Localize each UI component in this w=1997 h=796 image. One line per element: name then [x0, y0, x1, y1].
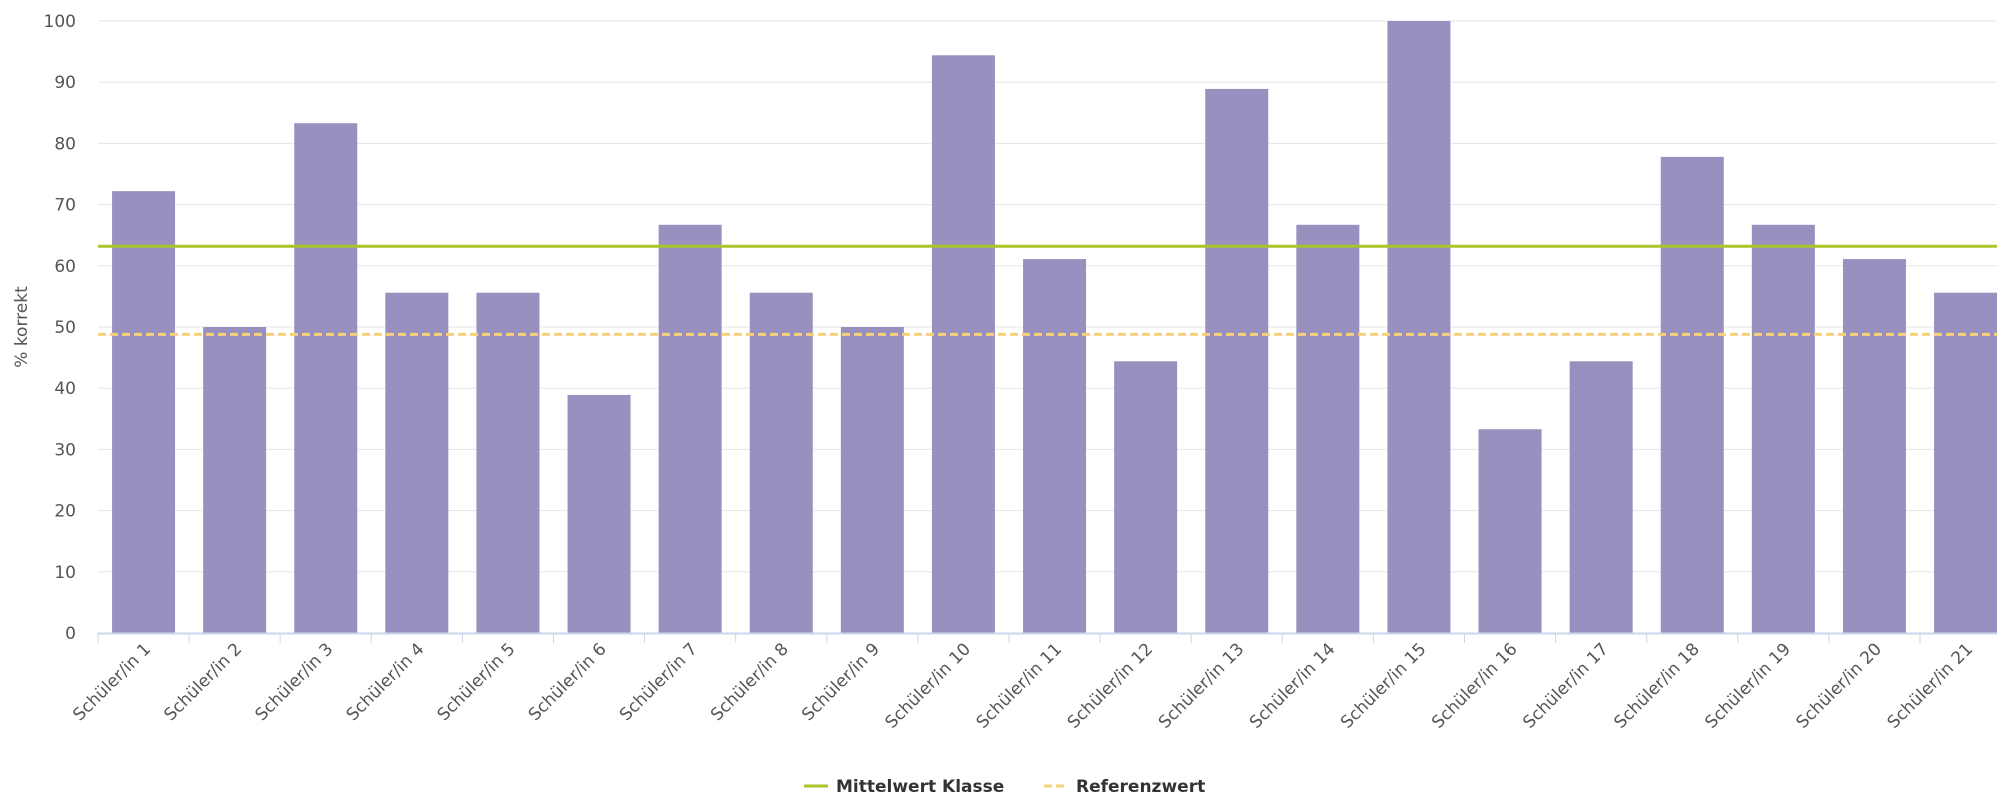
- bar: [749, 292, 813, 633]
- legend-label[interactable]: Mittelwert Klasse: [836, 777, 1004, 796]
- y-tick-label: 40: [54, 379, 76, 399]
- bar: [1296, 224, 1360, 633]
- bar: [1114, 361, 1178, 633]
- bar: [294, 123, 358, 633]
- bar: [1205, 88, 1269, 633]
- x-tick-label: Schüler/in 2: [160, 639, 246, 725]
- bar: [567, 394, 631, 633]
- x-tick-label: Schüler/in 1: [69, 639, 155, 725]
- x-tick-label: Schüler/in 15: [1337, 639, 1430, 732]
- y-tick-label: 80: [54, 134, 76, 154]
- x-tick-label: Schüler/in 19: [1701, 639, 1794, 732]
- y-tick-label: 50: [54, 318, 76, 338]
- y-tick-label: 0: [65, 624, 76, 644]
- bar: [476, 292, 540, 633]
- bar: [112, 191, 176, 634]
- x-tick-label: Schüler/in 6: [525, 639, 611, 725]
- x-tick-label: Schüler/in 17: [1519, 639, 1612, 732]
- reference-lines: [98, 244, 1997, 336]
- y-tick-label: 10: [54, 563, 76, 583]
- bar: [1387, 21, 1451, 633]
- y-tick-label: 30: [54, 440, 76, 460]
- y-tick-label: 20: [54, 502, 76, 522]
- x-tick-label: Schüler/in 4: [343, 639, 429, 725]
- y-tick-label: 70: [54, 196, 76, 216]
- bar: [1842, 259, 1906, 633]
- bar: [1569, 361, 1633, 633]
- y-axis-title: % korrekt: [12, 286, 32, 368]
- y-tick-label: 60: [54, 257, 76, 277]
- x-tick-label: Schüler/in 8: [707, 639, 793, 725]
- x-tick-label: Schüler/in 7: [616, 639, 702, 725]
- x-tick-label: Schüler/in 3: [252, 639, 338, 725]
- legend: Mittelwert Klasse Referenzwert: [804, 777, 1205, 796]
- bar: [931, 55, 995, 634]
- x-tick-label: Schüler/in 12: [1064, 639, 1157, 732]
- bar: [840, 327, 904, 633]
- bar: [658, 224, 722, 633]
- bar: [1478, 429, 1542, 633]
- x-tick-label: Schüler/in 10: [882, 639, 975, 732]
- bar: [1660, 156, 1724, 633]
- legend-label[interactable]: Referenzwert: [1076, 777, 1205, 796]
- bar: [1751, 224, 1815, 633]
- x-tick-label: Schüler/in 13: [1155, 639, 1248, 732]
- bar: [203, 327, 267, 633]
- y-tick-label: 90: [54, 73, 76, 93]
- x-tick-label: Schüler/in 5: [434, 639, 520, 725]
- x-tick-label: Schüler/in 21: [1884, 639, 1977, 732]
- bar: [1023, 259, 1087, 633]
- x-tick-label: Schüler/in 20: [1793, 639, 1886, 732]
- x-tick-label: Schüler/in 16: [1428, 639, 1521, 732]
- x-tick-label: Schüler/in 14: [1246, 639, 1339, 732]
- x-tick-label: Schüler/in 9: [798, 639, 884, 725]
- bar: [1934, 292, 1997, 633]
- x-tick-label: Schüler/in 11: [973, 639, 1066, 732]
- bars: [112, 21, 1997, 634]
- y-tick-label: 100: [44, 12, 76, 32]
- x-tick-label: Schüler/in 18: [1610, 639, 1703, 732]
- bar: [385, 292, 449, 633]
